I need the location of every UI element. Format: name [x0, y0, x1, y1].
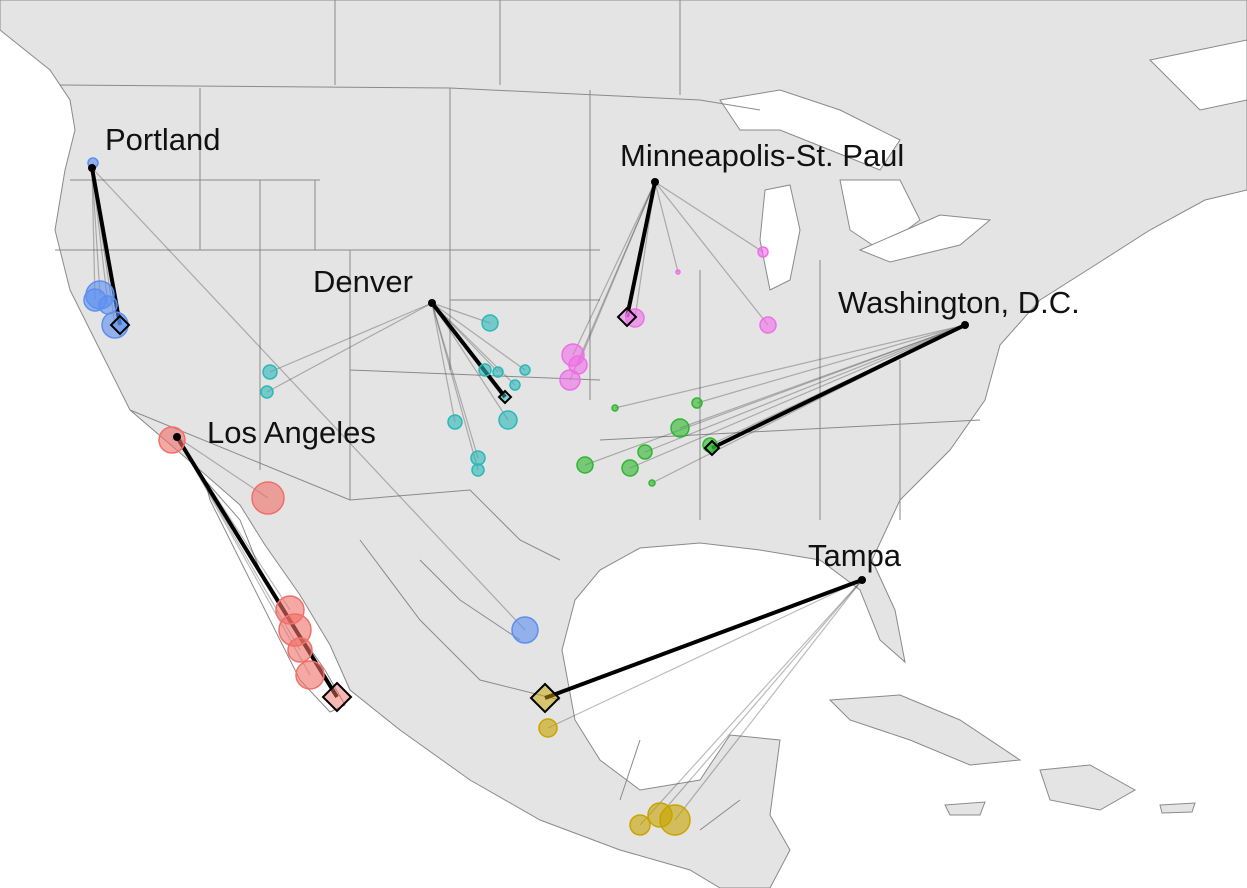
lake [759, 184, 801, 291]
lake [719, 89, 901, 171]
route [654, 181, 764, 253]
site [568, 355, 588, 375]
city-dot [651, 178, 659, 186]
site [629, 814, 651, 836]
points [83, 157, 969, 836]
city-label: Minneapolis-St. Paul [620, 138, 904, 173]
jamaica [944, 801, 986, 816]
cuba [828, 694, 1022, 766]
main-route [430, 301, 507, 399]
route [431, 302, 479, 471]
diamond [703, 439, 721, 457]
diamond [497, 389, 513, 405]
route [431, 302, 479, 459]
route [577, 181, 656, 366]
route [266, 302, 433, 393]
route [639, 579, 863, 826]
site [470, 450, 486, 466]
route [629, 324, 966, 469]
route [91, 167, 526, 631]
site [648, 479, 656, 487]
site [675, 269, 681, 275]
site [260, 385, 274, 399]
site [492, 366, 504, 378]
main-route [711, 323, 966, 450]
route [431, 302, 491, 324]
water [1148, 39, 1247, 111]
site [287, 637, 313, 663]
routes [90, 162, 966, 826]
site [511, 616, 539, 644]
site [158, 426, 186, 454]
city-dot [173, 433, 181, 441]
route [654, 181, 769, 326]
diamond [616, 306, 638, 328]
site [447, 414, 463, 430]
city-dot [428, 299, 436, 307]
site [647, 802, 673, 828]
lake [858, 214, 992, 263]
city-dot [88, 164, 96, 172]
route [547, 579, 863, 729]
main-route [625, 181, 657, 318]
route [654, 181, 679, 273]
city-label: Los Angeles [207, 415, 376, 450]
route [659, 579, 863, 816]
diamond [109, 314, 131, 336]
site [478, 363, 492, 377]
site [691, 397, 703, 409]
route [431, 302, 526, 371]
route [674, 579, 863, 821]
site [471, 463, 485, 477]
city-dot [961, 321, 969, 329]
site [251, 481, 285, 515]
city-label: Denver [313, 264, 413, 299]
site [757, 246, 769, 258]
site [519, 364, 531, 376]
site [611, 404, 619, 412]
puerto-rico [1159, 802, 1196, 814]
route [269, 302, 433, 373]
borders [55, 0, 981, 831]
site [637, 444, 653, 460]
route [431, 302, 456, 423]
site [509, 379, 521, 391]
site [670, 418, 690, 438]
site [576, 456, 594, 474]
route [176, 436, 269, 499]
site [262, 364, 278, 380]
site [98, 295, 118, 315]
main-route [544, 578, 863, 700]
route [679, 324, 966, 429]
site [621, 459, 639, 477]
route [91, 167, 96, 301]
hispaniola [1039, 764, 1137, 811]
diamond [529, 682, 561, 714]
route [644, 324, 966, 453]
route [614, 324, 966, 409]
site [498, 410, 518, 430]
site [538, 718, 558, 738]
route [91, 167, 101, 296]
route [569, 181, 656, 381]
site [295, 660, 325, 690]
city-dot [858, 576, 866, 584]
site [481, 314, 499, 332]
city-label: Tampa [808, 538, 902, 573]
route [584, 324, 966, 466]
site [759, 316, 777, 334]
diamond [321, 681, 353, 713]
city-label: Portland [105, 122, 220, 157]
route [572, 181, 656, 356]
route [696, 324, 966, 404]
city-label: Washington, D.C. [838, 285, 1080, 320]
